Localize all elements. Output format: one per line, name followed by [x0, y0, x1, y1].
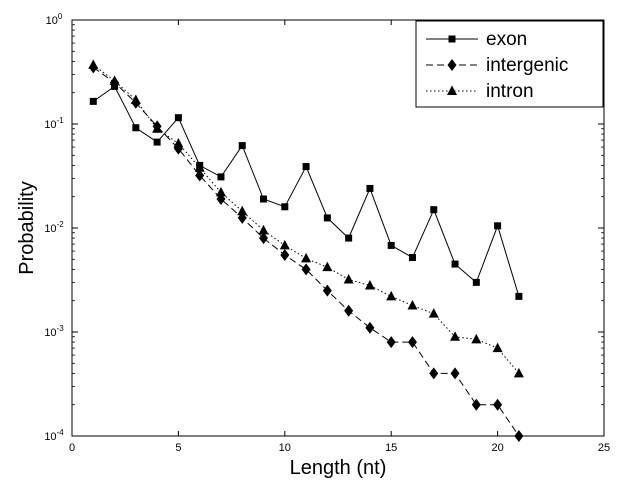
square-point	[238, 142, 246, 150]
x-tick-label: 20	[491, 442, 503, 454]
diamond-point	[429, 367, 439, 380]
y-tick-label: 10-4	[44, 428, 64, 443]
triangle-point	[513, 367, 524, 378]
y-axis-label: Probability	[16, 181, 38, 274]
x-tick-label: 25	[598, 442, 610, 454]
triangle-point	[237, 205, 248, 216]
legend-label-intergenic: intergenic	[486, 55, 568, 76]
triangle-point	[109, 75, 120, 85]
y-tick-label: 10-3	[44, 324, 64, 339]
legend-marker-intron	[447, 85, 457, 95]
triangle-point	[194, 162, 205, 172]
diamond-point	[450, 367, 460, 380]
legend-box	[415, 20, 604, 108]
x-tick-label: 15	[385, 442, 397, 454]
triangle-point	[471, 333, 482, 344]
triangle-point	[407, 299, 418, 310]
series-layer	[88, 59, 524, 442]
triangle-point	[492, 342, 503, 353]
y-tick-label: 100	[46, 12, 63, 27]
legend-marker-exon	[448, 35, 456, 43]
square-point	[494, 222, 502, 230]
triangle-point	[258, 224, 269, 235]
diamond-point	[365, 321, 375, 334]
diamond-point	[471, 398, 481, 411]
triangle-point	[428, 308, 439, 318]
square-point	[89, 97, 97, 105]
diamond-point	[493, 398, 503, 411]
square-point	[174, 114, 182, 122]
x-tick-label: 5	[175, 442, 181, 454]
triangle-point	[301, 252, 312, 263]
y-tick-label: 10-2	[44, 220, 64, 235]
triangle-point	[322, 261, 333, 272]
triangle-point	[279, 239, 290, 250]
square-point	[217, 173, 225, 181]
triangle-point	[130, 94, 141, 105]
legend-marker-intergenic	[447, 59, 457, 71]
series-intron	[88, 59, 524, 378]
x-axis-ticks: 0 5 10 15 20 25	[69, 20, 610, 454]
diamond-point	[407, 336, 417, 349]
square-point	[387, 241, 395, 249]
square-point	[302, 163, 310, 171]
diamond-point	[386, 336, 396, 349]
triangle-point	[215, 186, 226, 197]
square-point	[408, 254, 416, 262]
triangle-point	[152, 123, 163, 133]
diamond-point	[514, 430, 524, 442]
y-tick-label: 10-1	[44, 116, 64, 131]
square-point	[323, 214, 331, 222]
square-point	[281, 203, 289, 211]
square-point	[472, 278, 480, 286]
triangle-point	[173, 137, 184, 148]
square-point	[153, 138, 161, 146]
x-axis-label: Length (nt)	[290, 457, 387, 479]
series-exon	[89, 82, 523, 300]
triangle-point	[386, 290, 397, 301]
y-axis-ticks: 10-4 10-3 10-2 10-1 100	[44, 12, 604, 443]
legend-label-intron: intron	[486, 81, 534, 102]
triangle-point	[364, 279, 375, 290]
diamond-point	[344, 304, 354, 317]
diamond-point	[259, 232, 269, 245]
square-point	[345, 234, 353, 242]
legend: exon intergenic intron	[415, 20, 604, 108]
square-point	[515, 292, 523, 300]
square-point	[132, 124, 140, 132]
triangle-point	[88, 59, 99, 69]
legend-label-exon: exon	[486, 29, 527, 50]
square-point	[260, 195, 268, 203]
square-point	[366, 184, 374, 192]
diamond-point	[322, 284, 332, 297]
diamond-point	[280, 249, 290, 262]
square-point	[451, 260, 459, 268]
triangle-point	[450, 331, 461, 341]
triangle-point	[343, 273, 354, 284]
diamond-point	[195, 169, 205, 182]
diamond-point	[301, 263, 311, 276]
x-tick-label: 10	[279, 442, 291, 454]
x-tick-label: 0	[69, 442, 75, 454]
square-point	[430, 206, 438, 214]
